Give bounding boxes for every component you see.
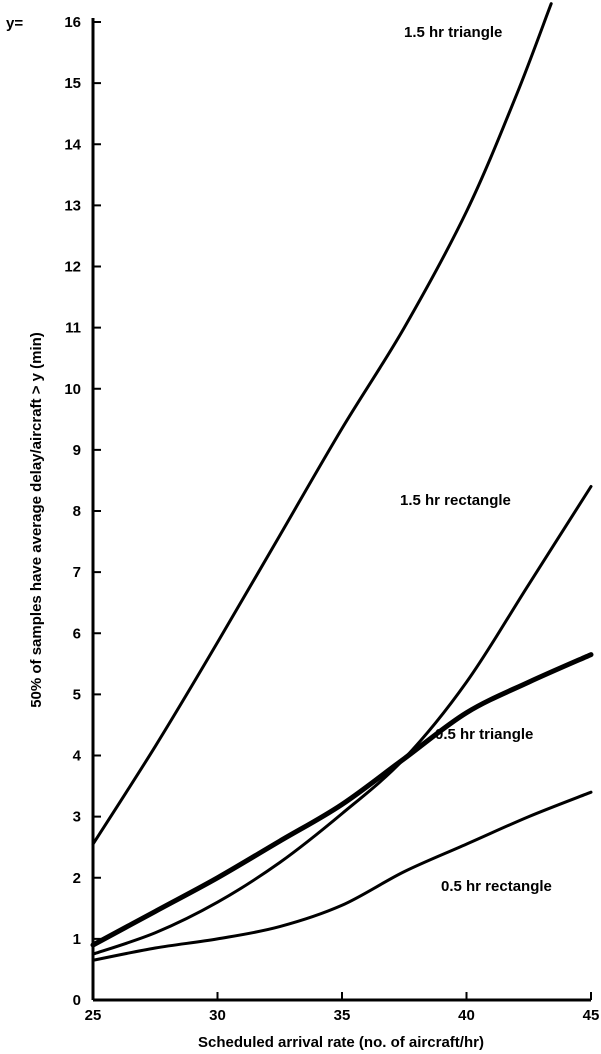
x-ticks: 25 30 35 40 45 bbox=[85, 992, 600, 1024]
y-tick-label: 6 bbox=[73, 625, 81, 642]
series-line-0-5-hr-triangle bbox=[90, 652, 594, 948]
series-group bbox=[90, 2, 594, 962]
x-tick-label: 45 bbox=[583, 1007, 600, 1024]
x-tick-label: 35 bbox=[334, 1007, 351, 1024]
x-tick-label: 40 bbox=[458, 1007, 475, 1024]
y-tick-label: 2 bbox=[73, 870, 81, 887]
x-axis-title: Scheduled arrival rate (no. of aircraft/… bbox=[198, 1034, 484, 1051]
y-axis-title: 50% of samples have average delay/aircra… bbox=[28, 332, 45, 708]
series-line-1-5-hr-triangle bbox=[91, 2, 553, 846]
y-tick-label: 15 bbox=[64, 75, 81, 92]
axes bbox=[91, 18, 591, 1002]
series-label-0-5-hr-rectangle: 0.5 hr rectangle bbox=[441, 878, 552, 895]
y-tick-label: 0 bbox=[73, 992, 81, 1009]
y-tick-label: 8 bbox=[73, 503, 81, 520]
y-tick-label: 14 bbox=[64, 136, 81, 153]
series-label-1-5-hr-rectangle: 1.5 hr rectangle bbox=[400, 492, 511, 509]
y-tick-label: 9 bbox=[73, 442, 81, 459]
y-tick-label: 7 bbox=[73, 564, 81, 581]
series-line-0-5-hr-rectangle bbox=[91, 790, 593, 962]
y-tick-label: 11 bbox=[65, 320, 81, 337]
y-tick-label: 3 bbox=[73, 809, 81, 826]
series-label-0-5-hr-triangle: 0.5 hr triangle bbox=[435, 726, 533, 743]
y-tick-label: 10 bbox=[64, 381, 81, 398]
y-tick-label: 4 bbox=[73, 748, 82, 765]
curve-labels: 1.5 hr triangle 1.5 hr rectangle 0.5 hr tr… bbox=[400, 24, 552, 895]
x-tick-label: 30 bbox=[209, 1007, 226, 1024]
x-tick-label: 25 bbox=[85, 1007, 102, 1024]
series-label-1-5-hr-triangle: 1.5 hr triangle bbox=[404, 24, 502, 41]
y-tick-label: 13 bbox=[64, 197, 81, 214]
y-tick-label: 1 bbox=[73, 931, 81, 948]
y-tick-label: 12 bbox=[64, 259, 81, 276]
y-prefix-label: y= bbox=[6, 15, 23, 32]
y-tick-label: 16 bbox=[64, 14, 81, 31]
series-line-1-5-hr-rectangle bbox=[91, 485, 593, 956]
y-tick-label: 5 bbox=[73, 686, 81, 703]
